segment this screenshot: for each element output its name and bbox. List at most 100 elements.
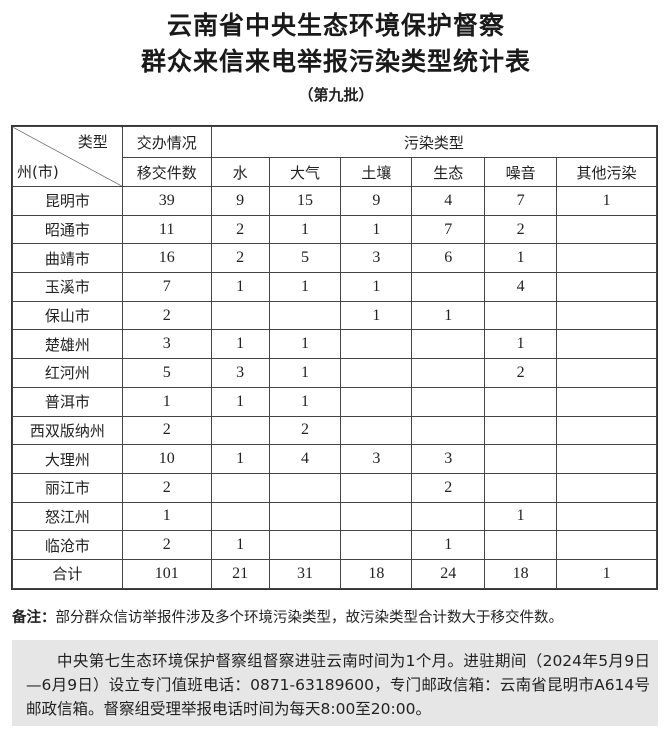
value-cell xyxy=(411,329,486,360)
value-cell: 1 xyxy=(484,501,558,532)
region-cell: 怒江州 xyxy=(12,501,123,532)
value-cell xyxy=(556,243,657,274)
table-row: 玉溪市 7 1 1 1 4 xyxy=(12,272,657,302)
value-cell: 2 xyxy=(210,243,270,274)
corner-header: 类型 州(市) xyxy=(12,126,123,187)
value-cell xyxy=(556,272,657,302)
value-cell xyxy=(411,386,486,417)
value-cell: 1 xyxy=(411,530,486,560)
value-cell: 16 xyxy=(121,243,212,274)
note: 备注：部分群众信访举报件涉及多个环境污染类型，故污染类型合计数大于移交件数。 xyxy=(12,606,563,627)
value-cell: 2 xyxy=(268,415,342,446)
value-cell xyxy=(556,530,657,560)
value-cell: 2 xyxy=(121,472,212,503)
value-cell xyxy=(484,444,558,474)
value-cell xyxy=(210,415,270,446)
value-cell xyxy=(268,530,342,560)
value-cell: 1 xyxy=(484,329,558,360)
table-row: 合计 101 21 31 18 24 18 1 xyxy=(12,558,657,589)
region-cell: 玉溪市 xyxy=(12,272,123,302)
value-cell xyxy=(340,501,413,532)
value-cell: 2 xyxy=(210,214,270,245)
value-cell: 3 xyxy=(340,243,413,274)
value-cell: 1 xyxy=(556,558,657,589)
region-cell: 昆明市 xyxy=(12,186,123,216)
value-cell: 24 xyxy=(411,558,486,589)
value-cell: 1 xyxy=(268,386,342,417)
value-cell: 101 xyxy=(121,558,212,589)
value-cell xyxy=(556,358,657,388)
value-cell: 11 xyxy=(121,214,212,245)
table-row: 大理州 10 1 4 3 3 xyxy=(12,444,657,474)
value-cell xyxy=(556,214,657,245)
value-cell xyxy=(484,530,558,560)
value-cell xyxy=(484,300,558,331)
value-cell: 1 xyxy=(340,272,413,302)
value-cell: 3 xyxy=(121,329,212,360)
value-cell: 2 xyxy=(121,300,212,331)
statistics-table: 类型 州(市) 交办情况 污染类型 移交件数 水大气 土壤 生态 噪音 其他污染 昆明市… xyxy=(11,125,658,590)
value-cell: 5 xyxy=(268,243,342,274)
value-cell: 1 xyxy=(210,386,270,417)
value-cell xyxy=(340,415,413,446)
value-cell: 1 xyxy=(268,272,342,302)
value-cell: 39 xyxy=(121,186,212,216)
info-box: 中央第七生态环境保护督察组督察进驻云南时间为1个月。进驻期间（2024年5月9日… xyxy=(12,640,658,726)
value-cell: 2 xyxy=(121,530,212,560)
value-cell: 1 xyxy=(484,243,558,274)
value-cell xyxy=(411,272,486,302)
note-text: 部分群众信访举报件涉及多个环境污染类型，故污染类型合计数大于移交件数。 xyxy=(55,610,564,626)
value-cell xyxy=(556,444,657,474)
value-cell: 4 xyxy=(268,444,342,474)
value-cell: 9 xyxy=(340,186,413,216)
table-row: 怒江州 1 1 xyxy=(12,501,657,532)
table-row: 丽江市 2 2 xyxy=(12,472,657,503)
value-cell: 2 xyxy=(484,358,558,388)
value-cell xyxy=(556,501,657,532)
value-cell: 1 xyxy=(268,214,342,245)
table-row: 普洱市 1 1 1 xyxy=(12,386,657,417)
value-cell xyxy=(484,386,558,417)
value-cell xyxy=(340,358,413,388)
value-cell xyxy=(210,300,270,331)
value-cell: 4 xyxy=(411,186,486,216)
value-cell: 1 xyxy=(268,329,342,360)
value-cell xyxy=(268,501,342,532)
subtitle: （第九批） xyxy=(298,86,374,104)
value-cell: 2 xyxy=(484,214,558,245)
region-cell: 昭通市 xyxy=(12,214,123,245)
value-cell xyxy=(411,415,486,446)
region-cell: 西双版纳州 xyxy=(12,415,123,446)
value-cell: 18 xyxy=(484,558,558,589)
value-cell: 1 xyxy=(268,358,342,388)
value-cell: 21 xyxy=(210,558,270,589)
corner-bottom-label: 州(市) xyxy=(17,163,59,181)
value-cell: 2 xyxy=(121,415,212,446)
value-cell xyxy=(268,300,342,331)
value-cell: 9 xyxy=(210,186,270,216)
value-cell: 5 xyxy=(121,358,212,388)
value-cell xyxy=(340,472,413,503)
value-cell: 1 xyxy=(121,386,212,417)
value-cell xyxy=(556,300,657,331)
value-cell: 15 xyxy=(268,186,342,216)
value-cell xyxy=(556,329,657,360)
value-cell xyxy=(268,472,342,503)
value-cell xyxy=(340,386,413,417)
value-cell xyxy=(556,472,657,503)
type-header: 噪音 xyxy=(484,157,558,187)
region-cell: 合计 xyxy=(12,558,123,589)
value-cell: 3 xyxy=(210,358,270,388)
note-label: 备注： xyxy=(12,610,56,626)
type-header: 生态 xyxy=(411,157,486,187)
value-cell: 1 xyxy=(340,300,413,331)
region-cell: 曲靖市 xyxy=(12,243,123,274)
table-row: 楚雄州 3 1 1 1 xyxy=(12,329,657,360)
value-cell: 7 xyxy=(484,186,558,216)
table-row: 昆明市 39 9 15 9 4 7 1 xyxy=(12,186,657,216)
value-cell: 10 xyxy=(121,444,212,474)
region-cell: 保山市 xyxy=(12,300,123,331)
value-cell: 1 xyxy=(340,214,413,245)
table-row: 临沧市 2 1 1 xyxy=(12,530,657,560)
type-header: 土壤 xyxy=(340,157,413,187)
